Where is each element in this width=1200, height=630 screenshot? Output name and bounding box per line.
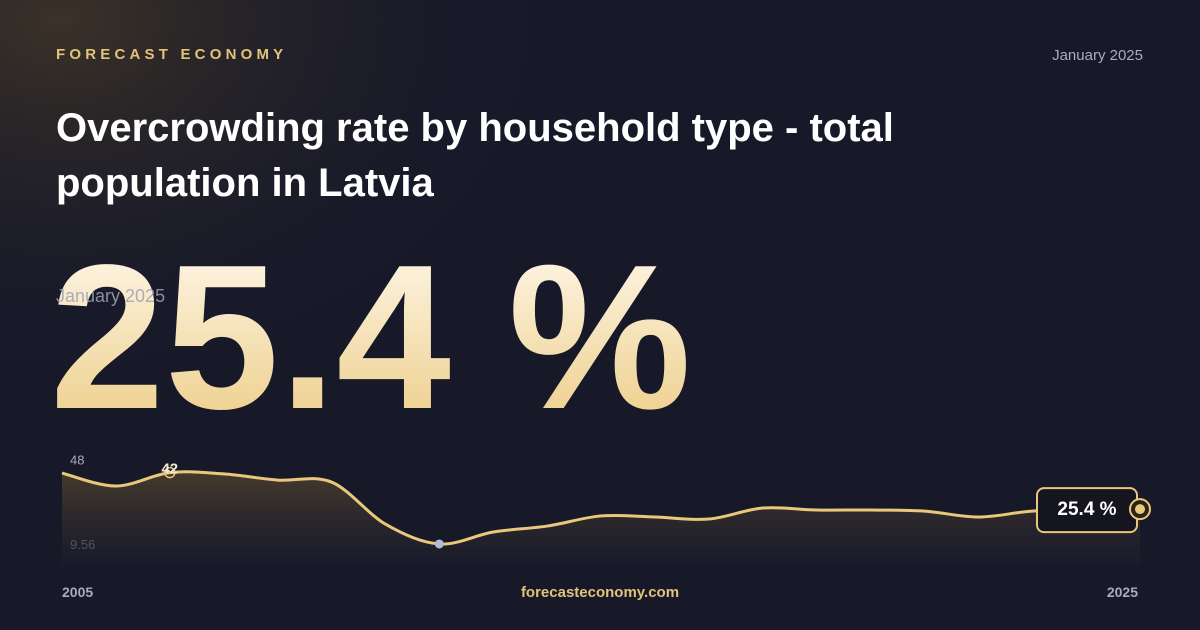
area	[62, 471, 1140, 565]
y-tick-label: 48	[70, 452, 84, 467]
peak-marker	[164, 466, 176, 479]
line	[61, 470, 1141, 546]
end-label: 25.4 %	[1057, 499, 1116, 520]
min-marker	[434, 539, 444, 549]
x-tick-label: 2005	[62, 584, 93, 600]
end-marker	[1135, 504, 1145, 515]
headline-value: 25.4 %	[50, 222, 691, 452]
footer: forecasteconomy.com	[521, 584, 679, 601]
title: population in Latvia	[56, 161, 435, 205]
title: Overcrowding rate by household type - to…	[56, 106, 894, 150]
x-tick-label: 2025	[1107, 584, 1138, 600]
headline-date: January 2025	[56, 286, 165, 306]
chart: 489.56200520254225.4 %	[61, 452, 1151, 600]
peak-label: 42	[161, 461, 178, 478]
brand: FORECAST ECONOMY	[56, 46, 287, 63]
date: January 2025	[1052, 47, 1143, 64]
